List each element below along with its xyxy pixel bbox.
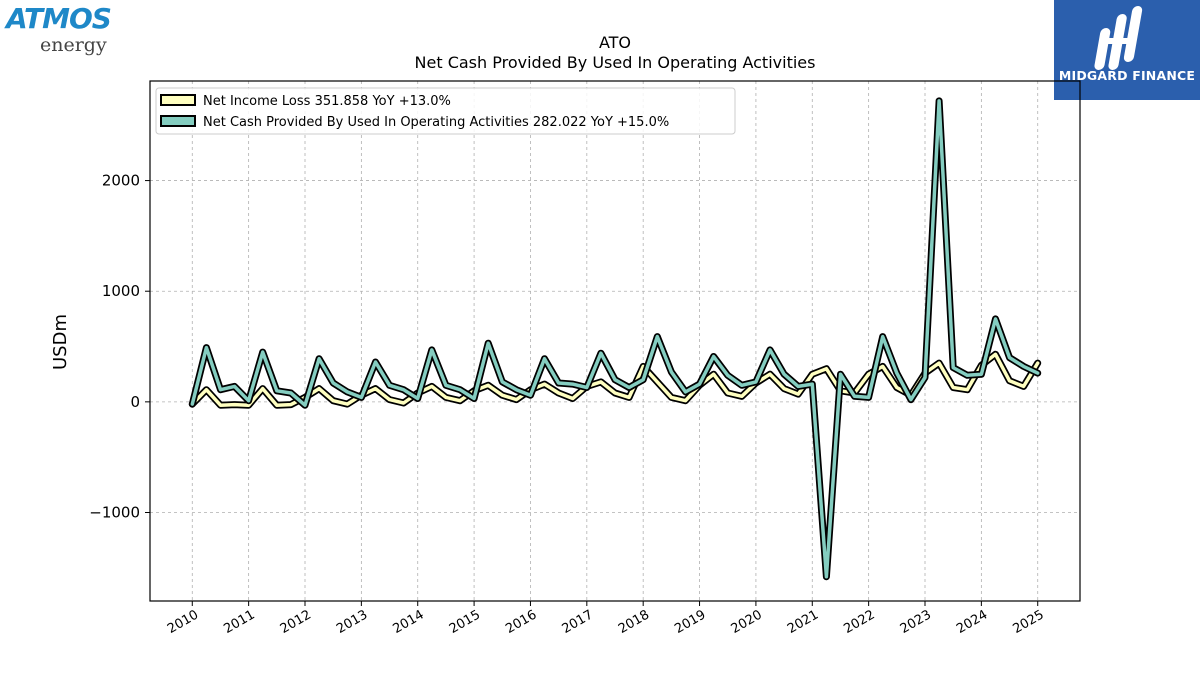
chart-subtitle: Net Cash Provided By Used In Operating A… (415, 53, 816, 72)
x-tick-label: 2022 (841, 607, 877, 637)
x-tick-label: 2013 (334, 607, 370, 637)
x-tick-label: 2021 (785, 607, 821, 637)
x-tick-label: 2025 (1010, 607, 1046, 637)
x-tick-label: 2024 (954, 607, 990, 637)
grid-lines (150, 81, 1080, 601)
y-axis-label: USDm (50, 314, 71, 370)
x-tick-label: 2014 (390, 607, 426, 637)
x-axis: 2010 2011 2012 2013 2014 2015 2016 2017 2018 2019… (165, 601, 1047, 637)
operating-cash-line (190, 99, 1040, 579)
legend-box (155, 87, 736, 135)
x-tick-label: 2017 (560, 607, 596, 637)
x-tick-label: 2016 (503, 607, 539, 637)
legend-swatch (160, 115, 196, 127)
net-income-line (190, 352, 1040, 407)
x-tick-label: 2012 (278, 607, 314, 637)
x-tick-label: 2015 (447, 607, 483, 637)
chart-title: ATO (599, 33, 631, 52)
y-tick-label: −1000 (89, 503, 140, 521)
y-tick-label: 1000 (102, 282, 140, 300)
midgard-finance-logo: MIDGARD FINANCE (1054, 0, 1200, 100)
x-tick-label: 2018 (616, 607, 652, 637)
atmos-energy-logo: ATMOS energy (6, 4, 131, 60)
y-axis: −1000 0 1000 2000 (89, 172, 150, 521)
y-tick-label: 2000 (102, 172, 140, 190)
atmos-logo-text: ATMOS (6, 2, 112, 35)
x-tick-label: 2011 (221, 607, 257, 637)
x-tick-label: 2023 (898, 607, 934, 637)
midgard-finance-text: MIDGARD FINANCE (1058, 68, 1196, 83)
midgard-emblem-icon (1094, 6, 1143, 70)
plot-frame (149, 80, 1081, 602)
x-tick-label: 2010 (165, 607, 201, 637)
series-lines (188, 97, 1042, 581)
y-tick-label: 0 (130, 393, 140, 411)
x-tick-label: 2020 (729, 607, 765, 637)
energy-logo-text: energy (40, 34, 107, 56)
legend: Net Income Loss 351.858 YoY +13.0% Net Ca… (155, 87, 736, 135)
operating-cash-line-outline (188, 97, 1042, 581)
legend-swatch (160, 94, 196, 106)
x-tick-label: 2019 (672, 607, 708, 637)
legend-label: Net Income Loss 351.858 YoY +13.0% (203, 94, 451, 109)
legend-label: Net Cash Provided By Used In Operating A… (203, 115, 669, 130)
